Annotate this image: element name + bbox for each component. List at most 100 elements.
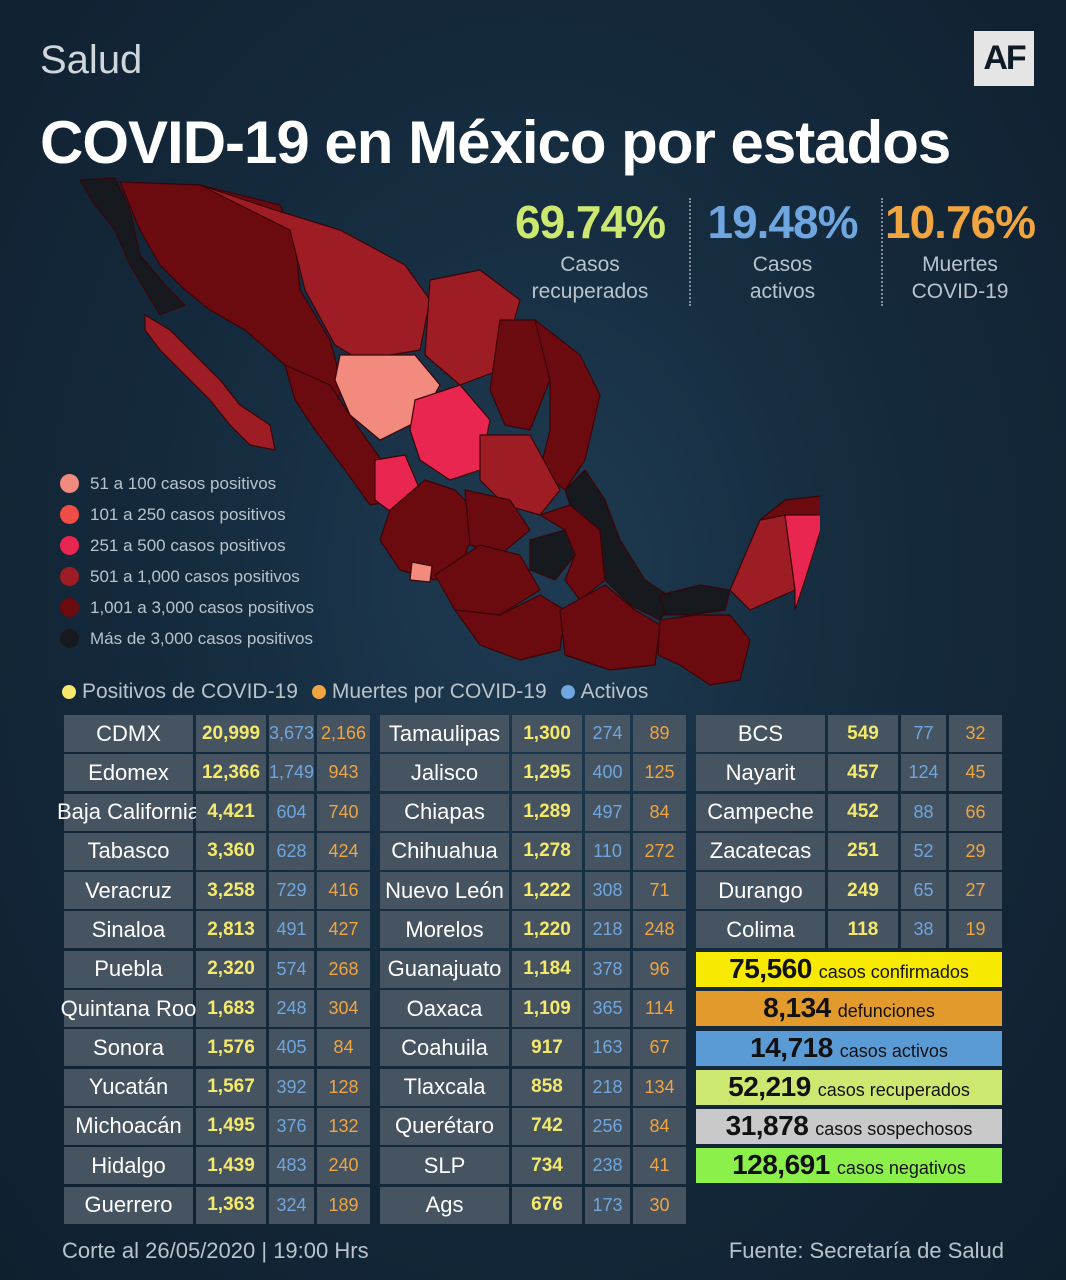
af-logo: AF xyxy=(974,31,1034,86)
positive-count: 3,360 xyxy=(196,832,266,870)
death-count: 272 xyxy=(633,832,686,870)
active-count: 163 xyxy=(585,1029,630,1067)
table-row: Guanajuato 1,184 378 96 xyxy=(380,950,689,988)
death-count: 132 xyxy=(317,1107,370,1145)
death-count: 66 xyxy=(949,793,1002,831)
state-name: Guanajuato xyxy=(380,950,509,988)
legend-label: 51 a 100 casos positivos xyxy=(90,473,277,493)
state-name: Tamaulipas xyxy=(380,715,509,752)
table-row: Tabasco 3,360 628 424 xyxy=(64,832,373,870)
table-row: BCS 549 77 32 xyxy=(696,715,1005,752)
table-row: Quintana Roo 1,683 248 304 xyxy=(61,990,373,1028)
table-row: Colima 118 38 19 xyxy=(696,911,1005,949)
state-name: Sonora xyxy=(64,1029,193,1067)
death-count: 30 xyxy=(633,1186,686,1224)
death-count: 128 xyxy=(317,1068,370,1106)
table-row: Puebla 2,320 574 268 xyxy=(64,950,373,988)
table-row: Oaxaca 1,109 365 114 xyxy=(380,990,689,1028)
active-count: 405 xyxy=(269,1029,314,1067)
table-row: Hidalgo 1,439 483 240 xyxy=(64,1147,373,1185)
state-name: Querétaro xyxy=(380,1107,509,1145)
legend-dot xyxy=(60,505,79,524)
active-count: 124 xyxy=(901,754,946,792)
legend-dot xyxy=(60,474,79,493)
mexico-map xyxy=(79,177,820,686)
state-name: Yucatán xyxy=(64,1068,193,1106)
active-count: 238 xyxy=(585,1147,630,1185)
active-count: 378 xyxy=(585,950,630,988)
stat-activos: 19.48% Casos activos xyxy=(695,195,870,305)
series-dot xyxy=(311,685,326,699)
death-count: 67 xyxy=(633,1029,686,1067)
stat-value: 69.74% xyxy=(514,196,666,248)
legend-dot xyxy=(60,629,79,648)
map-zacatecas xyxy=(409,384,491,481)
state-name: Jalisco xyxy=(380,754,509,792)
total-item: 31,878 casos sospechosos xyxy=(696,1109,1002,1145)
state-name: Guerrero xyxy=(64,1186,193,1224)
positive-count: 251 xyxy=(828,832,898,870)
legend-dot xyxy=(60,598,79,617)
death-count: 240 xyxy=(317,1147,370,1185)
map-baja-california xyxy=(79,177,186,316)
legend-label: 1,001 a 3,000 casos positivos xyxy=(90,597,314,617)
active-count: 324 xyxy=(269,1186,314,1224)
death-count: 19 xyxy=(949,911,1002,949)
total-value: 31,878 xyxy=(725,1110,809,1142)
positive-count: 3,258 xyxy=(196,872,266,910)
death-count: 84 xyxy=(633,1107,686,1145)
legend-label: 501 a 1,000 casos positivos xyxy=(90,566,300,586)
legend-item: 51 a 100 casos positivos xyxy=(60,468,314,499)
death-count: 125 xyxy=(633,754,686,792)
active-count: 218 xyxy=(585,1068,630,1106)
legend-item: 1,001 a 3,000 casos positivos xyxy=(60,592,314,623)
state-name: Tlaxcala xyxy=(380,1068,509,1106)
table-row: Michoacán 1,495 376 132 xyxy=(64,1107,373,1145)
map-tabasco xyxy=(659,584,731,616)
death-count: 424 xyxy=(317,832,370,870)
death-count: 29 xyxy=(949,832,1002,870)
map-chiapas xyxy=(657,614,751,686)
active-count: 218 xyxy=(585,911,630,949)
positive-count: 1,109 xyxy=(512,990,582,1028)
table-row: Durango 249 65 27 xyxy=(696,872,1005,910)
active-count: 173 xyxy=(585,1186,630,1224)
total-item: 75,560 casos confirmados xyxy=(696,952,1002,987)
death-count: 89 xyxy=(633,715,686,752)
total-value: 52,219 xyxy=(728,1070,811,1102)
section-label: Salud xyxy=(40,38,143,82)
death-count: 740 xyxy=(317,793,370,831)
state-name: Michoacán xyxy=(64,1107,193,1145)
table-row: Querétaro 742 256 84 xyxy=(380,1107,689,1145)
state-name: CDMX xyxy=(64,715,193,752)
table-row: Sonora 1,576 405 84 xyxy=(64,1029,373,1067)
stat-value: 19.48% xyxy=(707,196,858,248)
death-count: 41 xyxy=(633,1147,686,1185)
positive-count: 249 xyxy=(828,872,898,910)
series-label: Positivos de COVID-19 xyxy=(82,680,298,703)
positive-count: 742 xyxy=(512,1107,582,1145)
positive-count: 1,495 xyxy=(196,1107,266,1145)
legend-dot xyxy=(60,536,79,555)
map-quintana-roo xyxy=(784,513,820,611)
positive-count: 1,220 xyxy=(512,911,582,949)
total-label: casos recuperados xyxy=(817,1079,970,1100)
legend-item: 251 a 500 casos positivos xyxy=(60,530,314,561)
state-name: SLP xyxy=(380,1147,509,1185)
table-row: Nayarit 457 124 45 xyxy=(696,754,1005,792)
positive-count: 734 xyxy=(512,1147,582,1185)
states-table-2: Tamaulipas 1,300 274 89 Jalisco 1,295 400 125 Ch… xyxy=(380,715,689,1226)
positive-count: 1,222 xyxy=(512,872,582,910)
death-count: 96 xyxy=(633,950,686,988)
state-name: Ags xyxy=(380,1186,509,1224)
death-count: 416 xyxy=(317,872,370,910)
stat-recuperados: 69.74% Casos recuperados xyxy=(500,195,680,305)
map-chihuahua xyxy=(199,184,431,361)
positive-count: 676 xyxy=(512,1186,582,1224)
positive-count: 4,421 xyxy=(196,793,266,831)
positive-count: 1,300 xyxy=(512,715,582,752)
table-row: Tlaxcala 858 218 134 xyxy=(380,1068,689,1106)
cutoff-date: Corte al 26/05/2020 | 19:00 Hrs xyxy=(62,1238,369,1263)
total-item: 8,134 defunciones xyxy=(696,991,1002,1027)
map-bcs xyxy=(144,314,276,451)
